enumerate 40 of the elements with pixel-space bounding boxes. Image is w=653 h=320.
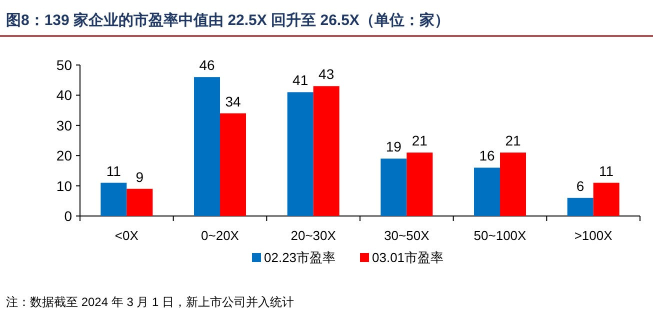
data-label: 11 (599, 162, 614, 179)
data-label: 19 (386, 138, 402, 155)
text: 注：数据截至 2024 年 3 月 1 日，新上市公司并入统计 (6, 295, 294, 309)
legend-label: 02.23市盈率 (264, 250, 336, 265)
y-tick-label: 20 (56, 148, 72, 164)
y-tick-label: 10 (56, 178, 72, 194)
x-tick-label: 0~20X (201, 228, 240, 243)
x-tick-label: <0X (114, 228, 139, 243)
bar (100, 182, 127, 216)
data-label: 6 (576, 178, 584, 194)
data-label: 21 (412, 132, 428, 149)
bar (567, 198, 594, 216)
bar (474, 168, 500, 216)
x-tick-label: 20~30X (290, 228, 336, 243)
data-label: 16 (479, 148, 495, 164)
data-label: 9 (136, 168, 144, 185)
data-label: 11 (106, 162, 122, 179)
bar (126, 188, 153, 216)
x-tick-label: >100X (574, 228, 613, 243)
data-label: 46 (199, 57, 215, 74)
data-label: 34 (225, 93, 241, 110)
x-tick-label: 50~100X (474, 228, 527, 243)
bar (380, 158, 407, 216)
title: 图8：139 家企业的市盈率中值由 22.5X 回升至 26.5X（单位：家） (6, 12, 450, 29)
bar (313, 86, 340, 216)
y-tick-label: 30 (56, 117, 72, 134)
bar (194, 77, 220, 216)
data-label: 43 (318, 66, 334, 82)
bar (220, 113, 246, 216)
y-tick-label: 0 (64, 208, 72, 224)
bar (406, 152, 433, 216)
bar (500, 152, 526, 216)
legend-label: 03.01市盈率 (372, 250, 444, 265)
data-label: 21 (505, 132, 521, 149)
data-label: 41 (292, 72, 308, 88)
bar (593, 182, 620, 216)
x-tick-label: 30~50X (384, 228, 430, 243)
y-tick-label: 40 (56, 87, 72, 104)
y-tick-label: 50 (56, 57, 72, 73)
bar (287, 92, 314, 216)
